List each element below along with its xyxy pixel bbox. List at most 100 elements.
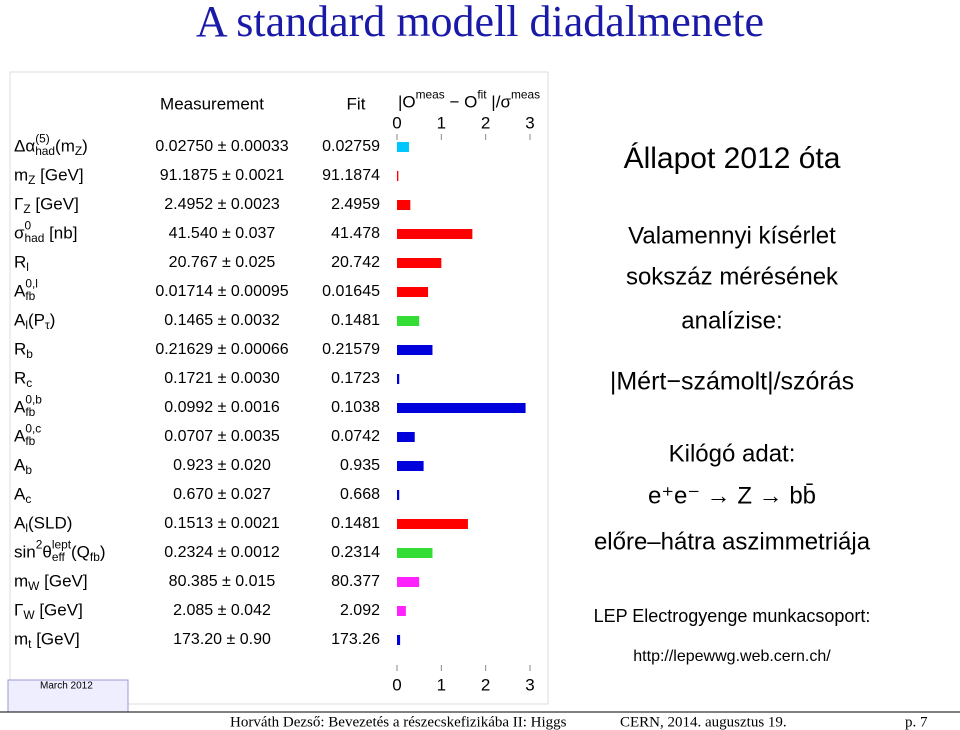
- fit: 0.1038: [331, 399, 380, 416]
- fit: 91.1874: [322, 167, 380, 184]
- row-label: m: [14, 165, 28, 184]
- row-label: R: [14, 339, 26, 358]
- row-label: (SLD): [28, 513, 72, 532]
- row-label: l: [25, 521, 28, 535]
- pull-bar: [397, 200, 411, 210]
- row-label: had: [35, 144, 55, 158]
- pull-bar: [397, 287, 429, 297]
- fit: 173.26: [331, 631, 380, 648]
- row-label: [GeV]: [31, 629, 79, 648]
- row-label: b: [25, 463, 32, 477]
- row-label: σ: [14, 223, 25, 242]
- row-label: A: [14, 397, 26, 416]
- slide-title: A standard modell diadalmenete: [196, 0, 764, 46]
- x-tick-label-top: 3: [525, 113, 534, 132]
- row-label: A: [14, 281, 26, 300]
- row-label: θ: [42, 542, 51, 561]
- fit: 80.377: [331, 573, 380, 590]
- x-tick-label-top: 0: [392, 113, 401, 132]
- header-pull: fit: [477, 87, 487, 101]
- row-label: Γ: [14, 600, 23, 619]
- row-label: Z: [28, 173, 35, 187]
- row-label: 0,l: [25, 276, 38, 290]
- row-label: ): [100, 542, 106, 561]
- header-pull: |O: [398, 92, 416, 111]
- fit: 0.2314: [331, 544, 380, 561]
- row-label: fb: [25, 405, 35, 419]
- x-tick-label-bottom: 3: [525, 675, 534, 694]
- side-text: |Mért−számolt|/szórás: [610, 368, 854, 396]
- pull-bar: [397, 577, 420, 587]
- fit: 2.4959: [331, 196, 380, 213]
- measurement: 0.670 ± 0.027: [173, 486, 271, 503]
- row-label: Z: [23, 202, 30, 216]
- measurement: 0.2324 ± 0.0012: [164, 544, 280, 561]
- fit: 0.21579: [322, 341, 380, 358]
- measurement: 2.085 ± 0.042: [173, 602, 271, 619]
- fit: 0.1481: [331, 312, 380, 329]
- pull-bar: [397, 142, 409, 152]
- fit: 2.092: [340, 602, 380, 619]
- measurement: 20.767 ± 0.025: [169, 254, 276, 271]
- row-label: 0,b: [25, 392, 42, 406]
- pull-bar: [397, 374, 400, 384]
- fit: 0.935: [340, 457, 380, 474]
- pull-bar: [397, 316, 420, 326]
- fit: 41.478: [331, 225, 380, 242]
- row-label: [nb]: [44, 223, 77, 242]
- row-label: A: [14, 310, 26, 329]
- chart-frame: [9, 71, 549, 705]
- row-label: [GeV]: [35, 600, 83, 619]
- row-label: b: [26, 347, 33, 361]
- header-pull: − O: [445, 92, 478, 111]
- row-label: c: [25, 492, 31, 506]
- row-label: Γ: [14, 194, 23, 213]
- pull-bar: [397, 606, 406, 616]
- pull-bar: [397, 403, 526, 413]
- fit: 0.01645: [322, 283, 380, 300]
- row-label: m: [14, 629, 28, 648]
- row-label: Z: [75, 144, 82, 158]
- row-label: 2: [36, 537, 43, 551]
- measurement: 2.4952 ± 0.0023: [164, 196, 280, 213]
- row-label: fb: [25, 289, 35, 303]
- row-label: A: [14, 426, 26, 445]
- side-text: Állapot 2012 óta: [624, 142, 841, 175]
- pull-bar: [397, 461, 424, 471]
- pull-bar: [397, 171, 399, 181]
- row-label: [GeV]: [31, 194, 79, 213]
- row-label: (Q: [71, 542, 90, 561]
- side-text: e⁺e⁻ → Z → bb̄: [648, 482, 816, 509]
- fit: 20.742: [331, 254, 380, 271]
- measurement: 0.1465 ± 0.0032: [164, 312, 280, 329]
- row-label: A: [14, 455, 26, 474]
- row-label: fb: [90, 550, 100, 564]
- row-label: A: [14, 513, 26, 532]
- x-tick-label-bottom: 2: [481, 675, 490, 694]
- side-text: analízise:: [681, 307, 782, 334]
- side-text: http://lepewwg.web.cern.ch/: [633, 648, 831, 665]
- row-label: c: [26, 376, 32, 390]
- row-label: had: [25, 231, 45, 245]
- row-label: l: [26, 260, 29, 274]
- measurement: 0.1513 ± 0.0021: [164, 515, 280, 532]
- header-pull: |/σ: [487, 92, 512, 111]
- header-pull: meas: [416, 87, 445, 101]
- side-text: Kilógó adat:: [669, 440, 796, 467]
- pull-bar: [397, 635, 401, 645]
- pull-bar: [397, 548, 433, 558]
- row-label: sin: [14, 542, 36, 561]
- measurement: 0.1721 ± 0.0030: [164, 370, 280, 387]
- row-label: 0,c: [25, 421, 41, 435]
- footer-page: p. 7: [905, 714, 928, 730]
- row-label: [GeV]: [39, 571, 87, 590]
- fit: 0.1723: [331, 370, 380, 387]
- pull-bar: [397, 229, 473, 239]
- row-label: (5): [35, 131, 50, 145]
- row-label: [GeV]: [35, 165, 83, 184]
- pull-bar: [397, 490, 400, 500]
- footer-place: CERN, 2014. augusztus 19.: [620, 714, 787, 730]
- fit: 0.1481: [331, 515, 380, 532]
- row-label: m: [14, 571, 28, 590]
- row-label: ): [82, 136, 88, 155]
